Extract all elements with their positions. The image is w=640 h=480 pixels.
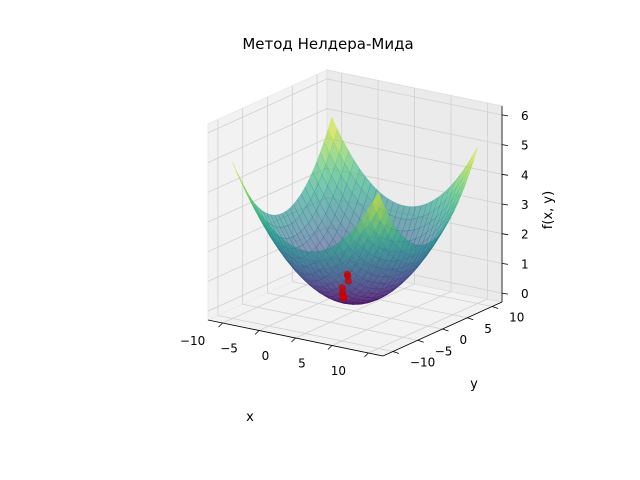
x-tick: [327, 345, 333, 350]
z-tick-label: 5: [521, 139, 529, 153]
z-tick-label: 1: [521, 257, 529, 271]
x-tick: [218, 322, 223, 328]
z-tick-label: 4: [521, 168, 529, 182]
z-tick-label: 6: [521, 109, 529, 123]
x-tick-label: 10: [331, 364, 346, 378]
y-tick: [442, 328, 449, 332]
x-tick-label: −10: [180, 334, 205, 348]
z-grid-back: [326, 78, 503, 116]
surface: [232, 116, 478, 305]
y-tick-label: 0: [460, 333, 468, 347]
y-tick-label: −5: [435, 344, 453, 358]
z-tick: [501, 262, 509, 265]
z-tick-label: 0: [521, 287, 529, 301]
y-tick: [392, 351, 400, 354]
x-tick-label: 0: [262, 349, 270, 363]
z-grid-wall: [207, 167, 328, 223]
x-tick: [254, 330, 260, 335]
y-axis-label: y: [470, 377, 478, 392]
z-grid-back: [326, 108, 503, 145]
y-grid-floor: [267, 292, 443, 330]
z-tick: [501, 114, 509, 117]
axis-labels: x y f(x, y): [246, 191, 556, 425]
x-axis-label: x: [246, 410, 254, 425]
y-tick: [417, 339, 424, 343]
surface-patch: [372, 191, 383, 212]
z-tick-label: 2: [521, 228, 529, 242]
minimization-points: [338, 270, 352, 302]
z-grid-wall: [207, 78, 328, 134]
x-tick: [291, 337, 296, 343]
chart-title: Метод Нелдера-Мида: [242, 35, 413, 53]
x-tick-label: 5: [298, 357, 306, 371]
y-tick-label: 10: [509, 311, 524, 325]
iteration-point: [344, 277, 352, 285]
z-tick: [501, 144, 509, 147]
y-grid-floor: [242, 303, 418, 341]
z-tick: [501, 203, 509, 206]
y-tick: [491, 306, 499, 309]
y-tick-label: −10: [410, 356, 435, 370]
x-tick-label: −5: [220, 342, 238, 356]
z-tick: [501, 173, 509, 176]
z-axis-label: f(x, y): [541, 191, 556, 229]
z-tick: [501, 233, 509, 236]
y-grid-floor: [217, 315, 393, 352]
z-tick: [501, 292, 509, 295]
x-tick: [364, 352, 369, 358]
z-tick-label: 3: [521, 198, 529, 212]
y-tick: [467, 317, 474, 321]
z-grid-back: [326, 137, 503, 175]
y-tick-label: 5: [484, 322, 492, 336]
z-grid-wall: [207, 108, 328, 163]
z-grid-wall: [207, 137, 328, 193]
iteration-point: [340, 294, 348, 302]
